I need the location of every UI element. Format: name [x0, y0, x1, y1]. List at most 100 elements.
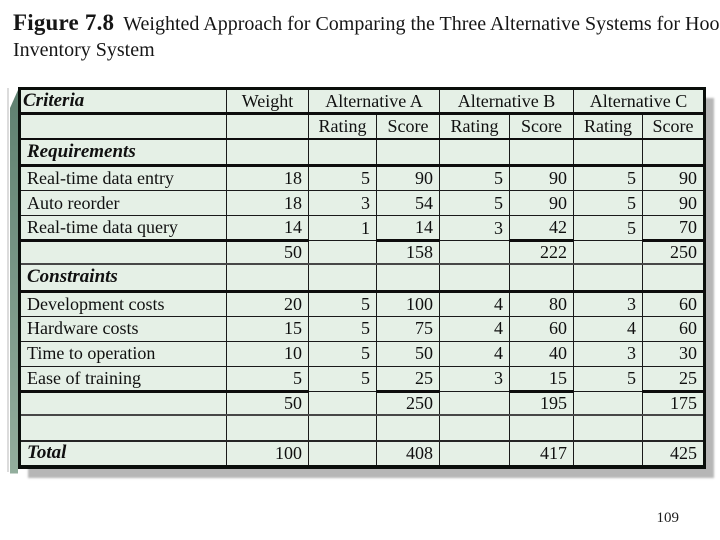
- title-line-2: Inventory System: [13, 39, 155, 61]
- spacer-row: [19, 414, 706, 441]
- figure-title: Figure 7.8 Weighted Approach for Comparin…: [13, 10, 720, 63]
- table-subheader-row: Rating Score Rating Score Rating Score: [19, 113, 706, 140]
- score-cell: 100: [375, 290, 441, 317]
- table-header-row: Criteria Weight Alternative A Alternativ…: [19, 88, 706, 115]
- score-cell: 15: [509, 365, 575, 392]
- panel-bevel-left: [10, 90, 18, 474]
- score-cell: 80: [509, 290, 575, 317]
- empty-cell: [375, 414, 441, 441]
- weight-cell: 18: [226, 190, 309, 216]
- subtotal-score: 250: [375, 389, 441, 416]
- rating-cell: 4: [439, 340, 511, 367]
- weight-cell: 10: [226, 340, 309, 367]
- empty-cell: [439, 414, 511, 441]
- total-row: Total 100 408 417 425: [19, 439, 706, 467]
- score-cell: 40: [509, 340, 575, 367]
- rating-cell: 5: [308, 340, 377, 367]
- score-cell: 25: [375, 365, 441, 392]
- empty-cell: [308, 263, 377, 293]
- section-row-requirements: Requirements: [19, 138, 706, 167]
- empty-cell: [642, 414, 706, 441]
- rating-cell: 5: [308, 290, 377, 317]
- rating-cell: 5: [308, 315, 377, 342]
- score-cell: 75: [375, 315, 441, 342]
- empty-cell: [439, 439, 511, 467]
- score-cell: 25: [642, 365, 706, 392]
- empty-cell: [509, 138, 575, 167]
- empty-cell: [439, 390, 511, 416]
- empty-cell: [308, 138, 377, 167]
- empty-cell: [226, 138, 309, 167]
- empty-cell: [509, 414, 575, 441]
- empty-cell: [226, 113, 309, 140]
- header-alternative-a: Alternative A: [307, 88, 441, 115]
- table-row: Time to operation 10 5 50 4 40 3 30: [19, 340, 706, 367]
- empty-cell: [19, 389, 227, 416]
- header-rating-a: Rating: [308, 113, 377, 140]
- subtotal-score: 250: [642, 239, 706, 265]
- weighted-comparison-table: Criteria Weight Alternative A Alternativ…: [18, 87, 707, 469]
- title-line-1: Figure 7.8 Weighted Approach for Comparin…: [13, 10, 720, 37]
- total-score: 408: [375, 439, 441, 467]
- criteria-cell: Development costs: [19, 290, 227, 317]
- score-cell: 70: [642, 215, 706, 241]
- empty-cell: [308, 240, 377, 265]
- rating-cell: 5: [573, 190, 644, 216]
- header-weight: Weight: [226, 88, 309, 115]
- weight-cell: 20: [226, 290, 309, 317]
- total-label: Total: [19, 439, 227, 467]
- section-row-constraints: Constraints: [19, 263, 706, 293]
- empty-cell: [375, 138, 441, 167]
- empty-cell: [308, 390, 377, 416]
- empty-cell: [573, 439, 644, 467]
- header-alternative-b: Alternative B: [439, 88, 575, 115]
- score-cell: 90: [509, 165, 575, 191]
- criteria-cell: Real-time data entry: [19, 165, 227, 191]
- empty-cell: [19, 113, 227, 140]
- subtotal-score: 175: [642, 389, 706, 416]
- weight-cell: 18: [226, 165, 309, 191]
- score-cell: 90: [375, 165, 441, 191]
- rating-cell: 5: [439, 165, 511, 191]
- header-criteria: Criteria: [19, 88, 227, 115]
- header-score-b: Score: [509, 113, 575, 140]
- weight-cell: 14: [226, 215, 309, 241]
- weight-cell: 15: [226, 315, 309, 342]
- rating-cell: 5: [573, 365, 644, 392]
- empty-cell: [573, 263, 644, 293]
- panel-outline-left: [7, 88, 9, 472]
- empty-cell: [573, 240, 644, 265]
- subtotal-weight: 50: [226, 389, 309, 416]
- total-score: 417: [509, 439, 575, 467]
- rating-cell: 5: [308, 165, 377, 191]
- empty-cell: [642, 263, 706, 293]
- table-row: Development costs 20 5 100 4 80 3 60: [19, 290, 706, 317]
- rating-cell: 5: [573, 215, 644, 241]
- rating-cell: 4: [573, 315, 644, 342]
- rating-cell: 5: [439, 190, 511, 216]
- empty-cell: [439, 263, 511, 293]
- empty-cell: [19, 414, 227, 441]
- rating-cell: 3: [573, 290, 644, 317]
- score-cell: 60: [642, 290, 706, 317]
- rating-cell: 4: [439, 315, 511, 342]
- score-cell: 90: [642, 190, 706, 216]
- header-rating-b: Rating: [439, 113, 511, 140]
- score-cell: 90: [509, 190, 575, 216]
- empty-cell: [226, 414, 309, 441]
- rating-cell: 3: [308, 190, 377, 216]
- empty-cell: [19, 239, 227, 265]
- rating-cell: 5: [573, 165, 644, 191]
- criteria-cell: Hardware costs: [19, 315, 227, 342]
- empty-cell: [308, 414, 377, 441]
- header-score-a: Score: [375, 113, 441, 140]
- table-row: Real-time data query 14 1 14 3 42 5 70: [19, 215, 706, 241]
- section-label: Requirements: [19, 138, 227, 167]
- subtotal-weight: 50: [226, 239, 309, 265]
- subtotal-score: 222: [509, 239, 575, 265]
- score-cell: 60: [509, 315, 575, 342]
- score-cell: 90: [642, 165, 706, 191]
- empty-cell: [573, 390, 644, 416]
- score-cell: 30: [642, 340, 706, 367]
